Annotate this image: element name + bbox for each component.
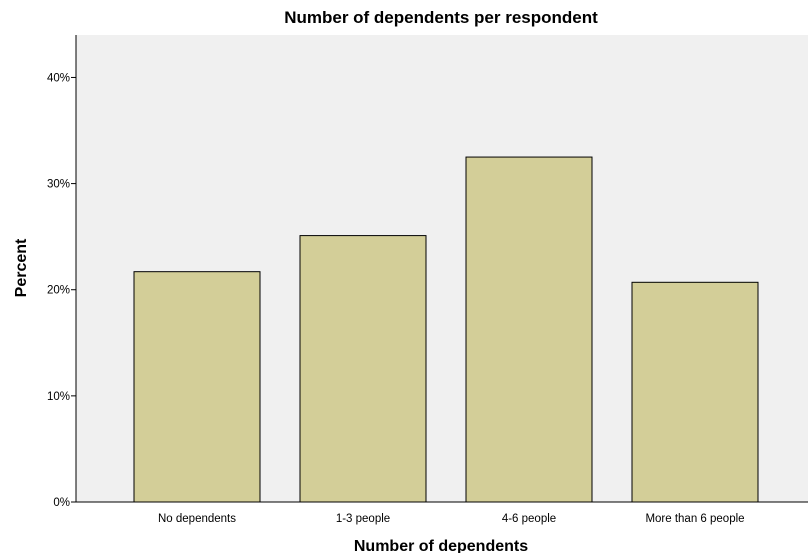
bar-4-6-people — [465, 156, 593, 503]
y-tick-label: 40% — [47, 72, 70, 84]
x-tick-label: 1-3 people — [336, 513, 390, 525]
y-tick-label: 30% — [47, 179, 70, 191]
bar-1-3-people — [299, 235, 427, 503]
x-tick-label: No dependents — [158, 513, 236, 525]
x-tick-label: 4-6 people — [502, 513, 556, 525]
x-categories-group: No dependents 1-3 people 4-6 people More th… — [158, 513, 745, 525]
y-axis-label: Percent — [13, 238, 30, 297]
y-ticks-group: 0% 10% 20% 30% 40% — [47, 72, 76, 509]
bar-no-dependents — [133, 271, 261, 503]
y-tick-label: 20% — [47, 285, 70, 297]
bars-group — [133, 156, 759, 503]
y-tick-label: 0% — [53, 497, 70, 509]
x-tick-label: More than 6 people — [645, 513, 744, 525]
bar-more-than-6-people — [631, 281, 759, 503]
axes-group — [75, 35, 808, 503]
y-tick-label: 10% — [47, 391, 70, 403]
chart-title: Number of dependents per respondent — [284, 8, 598, 27]
x-axis-label: Number of dependents — [354, 538, 528, 553]
